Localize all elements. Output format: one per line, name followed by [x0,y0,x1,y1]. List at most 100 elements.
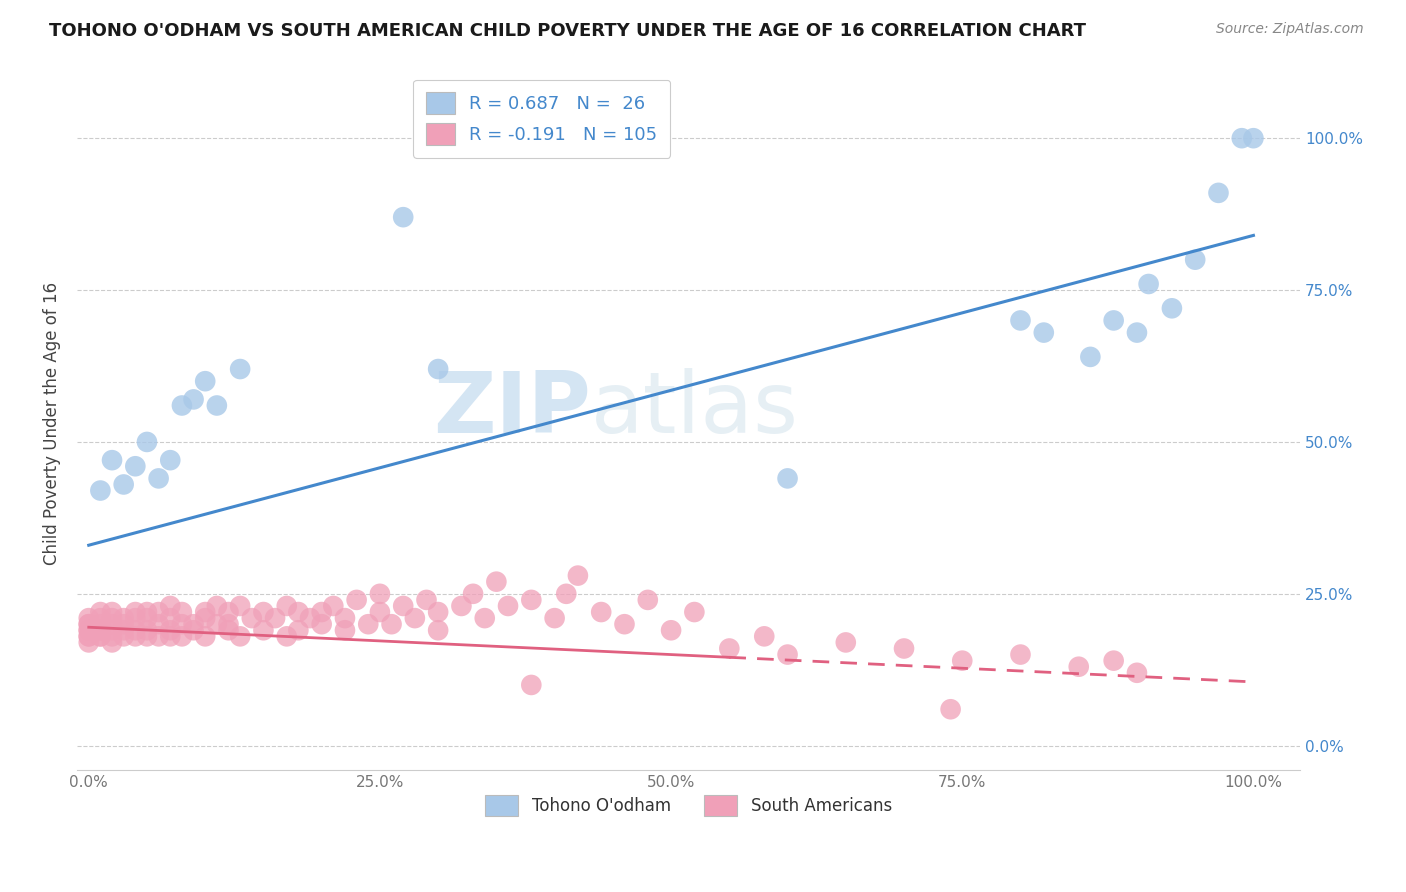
Point [427,605,450,619]
Point [89,605,111,619]
Text: ZIP: ZIP [433,368,591,451]
Point [124,629,146,643]
Point [520,678,543,692]
Point [683,605,706,619]
Point [89,611,111,625]
Point [1102,654,1125,668]
Point [112,477,135,491]
Point [252,605,274,619]
Point [718,641,741,656]
Point [461,587,484,601]
Point [218,617,240,632]
Point [368,605,391,619]
Point [1184,252,1206,267]
Point [159,453,181,467]
Point [311,617,333,632]
Point [148,471,170,485]
Point [754,629,776,643]
Point [346,593,368,607]
Point [159,599,181,613]
Point [101,624,124,638]
Point [170,605,193,619]
Point [194,611,217,625]
Point [136,434,159,449]
Point [89,624,111,638]
Point [124,605,146,619]
Point [496,599,519,613]
Point [77,629,100,643]
Point [124,459,146,474]
Point [427,362,450,376]
Point [1010,648,1032,662]
Point [77,611,100,625]
Point [567,568,589,582]
Point [1161,301,1184,316]
Point [287,624,309,638]
Point [159,611,181,625]
Point [101,617,124,632]
Point [218,624,240,638]
Point [520,593,543,607]
Text: Source: ZipAtlas.com: Source: ZipAtlas.com [1216,22,1364,37]
Point [170,629,193,643]
Y-axis label: Child Poverty Under the Age of 16: Child Poverty Under the Age of 16 [44,282,60,566]
Point [613,617,636,632]
Point [776,471,799,485]
Point [148,629,170,643]
Point [950,654,973,668]
Point [112,617,135,632]
Point [183,624,205,638]
Point [1126,326,1149,340]
Point [1241,131,1264,145]
Point [183,392,205,407]
Point [1032,326,1054,340]
Point [835,635,858,649]
Point [101,635,124,649]
Point [333,624,356,638]
Point [159,629,181,643]
Point [229,629,252,643]
Point [1230,131,1253,145]
Point [392,599,415,613]
Point [77,617,100,632]
Point [659,624,682,638]
Point [136,624,159,638]
Point [101,611,124,625]
Point [77,617,100,632]
Point [229,599,252,613]
Point [893,641,915,656]
Point [89,483,111,498]
Text: atlas: atlas [591,368,799,451]
Point [333,611,356,625]
Point [939,702,962,716]
Point [136,611,159,625]
Text: TOHONO O'ODHAM VS SOUTH AMERICAN CHILD POVERTY UNDER THE AGE OF 16 CORRELATION C: TOHONO O'ODHAM VS SOUTH AMERICAN CHILD P… [49,22,1087,40]
Point [392,210,415,224]
Point [183,617,205,632]
Point [170,617,193,632]
Point [136,629,159,643]
Point [1010,313,1032,327]
Point [112,629,135,643]
Point [218,605,240,619]
Point [311,605,333,619]
Point [252,624,274,638]
Point [101,453,124,467]
Point [1080,350,1102,364]
Point [450,599,472,613]
Point [229,362,252,376]
Point [485,574,508,589]
Point [240,611,263,625]
Point [368,587,391,601]
Point [194,629,217,643]
Point [276,629,298,643]
Point [357,617,380,632]
Point [77,624,100,638]
Point [543,611,565,625]
Point [101,605,124,619]
Point [427,624,450,638]
Point [637,593,659,607]
Point [170,399,193,413]
Point [276,599,298,613]
Point [1102,313,1125,327]
